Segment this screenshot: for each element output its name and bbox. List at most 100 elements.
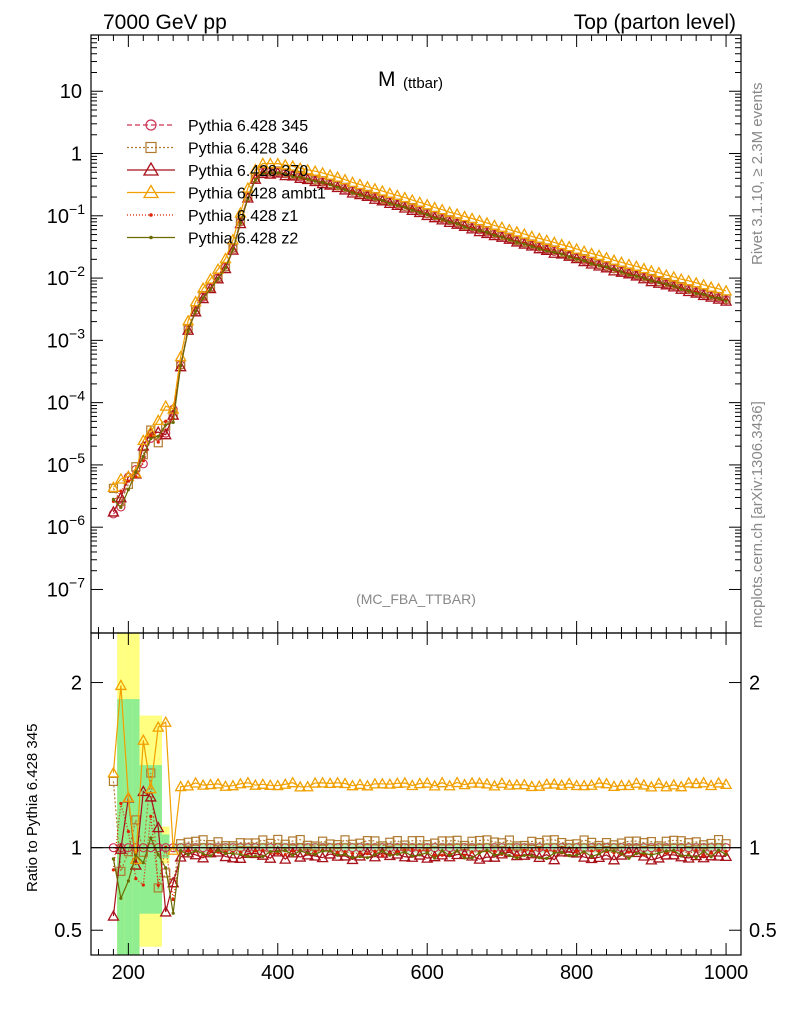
- series-marker: [298, 175, 302, 179]
- ratio-marker: [537, 856, 541, 860]
- legend-marker: [145, 141, 157, 154]
- series-marker: [428, 201, 441, 213]
- series-marker: [346, 176, 359, 188]
- header-right: Top (parton level): [574, 11, 736, 34]
- rivet-label: Rivet 3.1.10, ≥ 2.3M events: [749, 83, 766, 266]
- ratio-marker: [350, 851, 355, 856]
- series-marker: [485, 230, 489, 234]
- series-marker: [518, 227, 531, 239]
- ratio-marker: [480, 850, 494, 862]
- header-left: 7000 GeV pp: [103, 11, 227, 34]
- ratio-marker: [537, 847, 541, 851]
- ratio-marker: [328, 849, 332, 853]
- ratio-marker: [238, 850, 243, 854]
- series-marker: [642, 276, 646, 280]
- series-marker: [246, 196, 250, 201]
- mcplots-label: mcplots.cern.ch [arXiv:1306.3436]: [749, 401, 766, 628]
- ratio-marker: [137, 733, 150, 745]
- series-marker: [589, 262, 594, 266]
- series-marker: [179, 364, 183, 368]
- ratio-marker: [410, 847, 414, 852]
- ratio-marker: [660, 848, 673, 860]
- series-marker: [189, 305, 202, 317]
- ratio-marker: [111, 868, 116, 872]
- series-marker: [338, 173, 352, 185]
- ratio-marker: [226, 851, 240, 863]
- series-marker: [156, 434, 160, 438]
- ratio-marker: [373, 853, 377, 857]
- legend-entry: Pythia 6.428 ambt1: [127, 184, 326, 203]
- ratio-marker: [607, 780, 621, 792]
- series-marker: [585, 247, 598, 259]
- ratio-marker: [370, 836, 380, 846]
- series-marker: [219, 262, 232, 274]
- ratio-marker: [126, 879, 130, 883]
- series-marker: [107, 505, 120, 517]
- ratio-marker: [279, 852, 292, 864]
- ratio-marker: [480, 777, 494, 789]
- ratio-marker: [642, 851, 646, 855]
- ratio-marker: [570, 846, 583, 858]
- ratio-marker: [555, 845, 568, 857]
- ratio-marker: [159, 715, 172, 727]
- ratio-marker: [241, 776, 255, 788]
- ratio-marker: [724, 849, 728, 853]
- ratio-marker: [353, 849, 367, 861]
- x-tick-label: 200: [112, 962, 145, 984]
- ratio-marker: [167, 876, 180, 888]
- ratio-marker: [365, 852, 370, 856]
- series-marker: [515, 240, 519, 244]
- ratio-marker: [171, 897, 175, 902]
- ratio-marker: [473, 852, 486, 864]
- ratio-marker: [600, 848, 613, 860]
- ratio-marker: [652, 851, 665, 863]
- series-marker: [137, 434, 150, 446]
- series-marker: [141, 454, 145, 459]
- y-tick-label: 10−4: [47, 388, 85, 415]
- ratio-panel-bands: [117, 633, 727, 955]
- ratio-marker: [219, 779, 232, 791]
- ratio-marker: [353, 778, 367, 790]
- ratio-marker: [343, 852, 347, 857]
- ratio-marker: [697, 851, 710, 863]
- ratio-marker: [196, 778, 210, 790]
- ratio-marker: [129, 853, 142, 865]
- x-tick-label: 600: [411, 962, 444, 984]
- ratio-marker: [716, 848, 721, 852]
- ratio-marker: [298, 849, 302, 853]
- ratio-marker: [361, 779, 374, 791]
- legend-label: Pythia 6.428 z2: [188, 231, 298, 248]
- series-marker: [283, 172, 287, 176]
- series-marker: [361, 180, 374, 192]
- series-marker: [533, 232, 546, 244]
- series-marker: [253, 178, 257, 182]
- legend-label: Pythia 6.428 ambt1: [188, 186, 326, 203]
- series-marker: [294, 161, 307, 173]
- ratio-marker: [690, 777, 703, 789]
- ratio-marker: [500, 851, 504, 855]
- ratio-marker: [295, 834, 305, 845]
- series-marker: [675, 272, 688, 284]
- ratio-marker: [144, 790, 157, 802]
- series-marker: [667, 280, 680, 292]
- ratio-marker: [398, 776, 411, 788]
- ratio-marker: [418, 853, 422, 857]
- ratio-panel-series: [107, 679, 733, 921]
- series-marker: [682, 274, 695, 286]
- series-marker: [403, 205, 407, 209]
- series-marker: [503, 223, 516, 235]
- ratio-series-3: [107, 679, 733, 865]
- series-marker: [575, 257, 579, 261]
- ratio-marker: [657, 848, 661, 852]
- ratio-marker: [440, 853, 444, 857]
- series-marker: [672, 284, 676, 288]
- ratio-marker: [555, 778, 568, 790]
- series-marker: [331, 170, 344, 182]
- series-marker: [276, 171, 280, 175]
- ratio-marker: [368, 777, 382, 789]
- series-marker: [164, 423, 168, 427]
- ratio-marker: [268, 850, 272, 854]
- ratio-marker: [343, 850, 347, 854]
- ratio-marker: [189, 848, 202, 860]
- series-marker: [119, 489, 123, 493]
